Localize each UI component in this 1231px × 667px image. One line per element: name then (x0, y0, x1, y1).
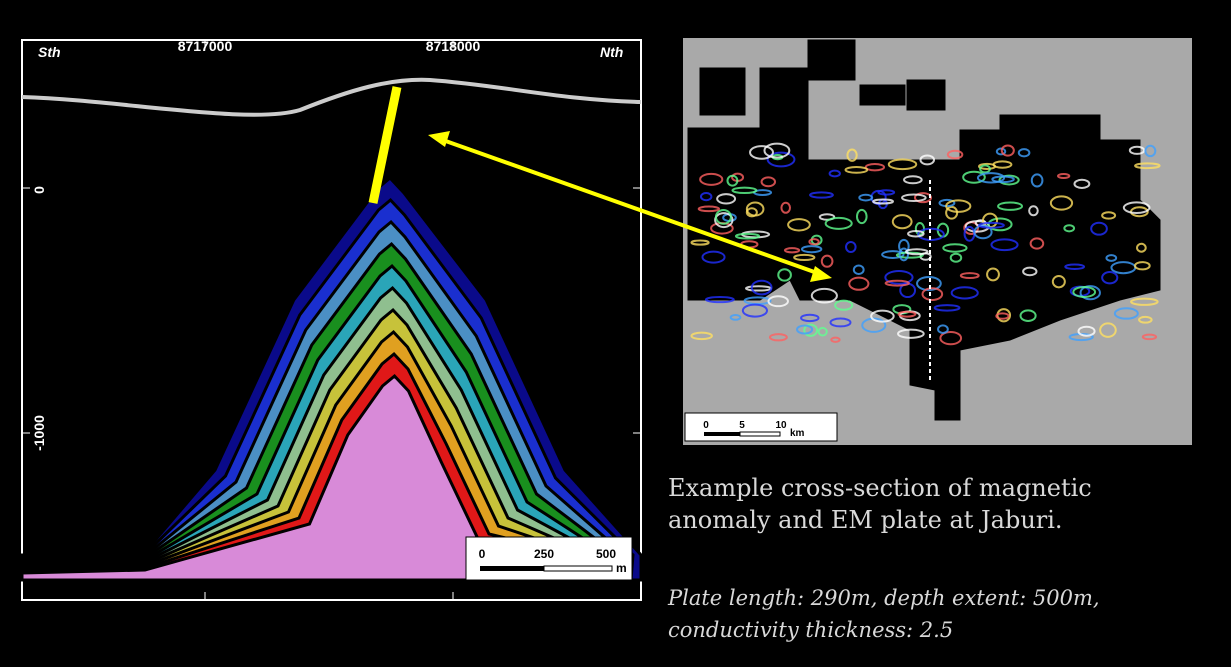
north-label: Nth (600, 44, 623, 60)
y-label: -1000 (31, 415, 47, 451)
caption: Example cross-section of magnetic anomal… (668, 472, 1188, 536)
map-scale-label: 0 (703, 420, 709, 431)
section-scale: 0 250 500 m (466, 537, 632, 580)
scale-label: 250 (534, 547, 554, 561)
south-label: Sth (38, 44, 61, 60)
x-label: 8717000 (178, 38, 233, 54)
y-label: 0 (31, 186, 47, 194)
map-image: 0 5 10 km (683, 38, 1192, 445)
scale-unit: m (616, 561, 627, 575)
slide-graphics: Sth Nth 8717000 8718000 0 -1000 0 250 50… (0, 0, 1231, 667)
map-scale-label: 10 (775, 420, 787, 431)
map-scale-unit: km (790, 428, 805, 439)
slide: Sth Nth 8717000 8718000 0 -1000 0 250 50… (0, 0, 1231, 667)
scale-label: 0 (479, 547, 486, 561)
x-label: 8718000 (426, 38, 481, 54)
caption-detail: Plate length: 290m, depth extent: 500m, … (668, 582, 1188, 646)
map-scale-label: 5 (739, 420, 745, 431)
scale-label: 500 (596, 547, 616, 561)
